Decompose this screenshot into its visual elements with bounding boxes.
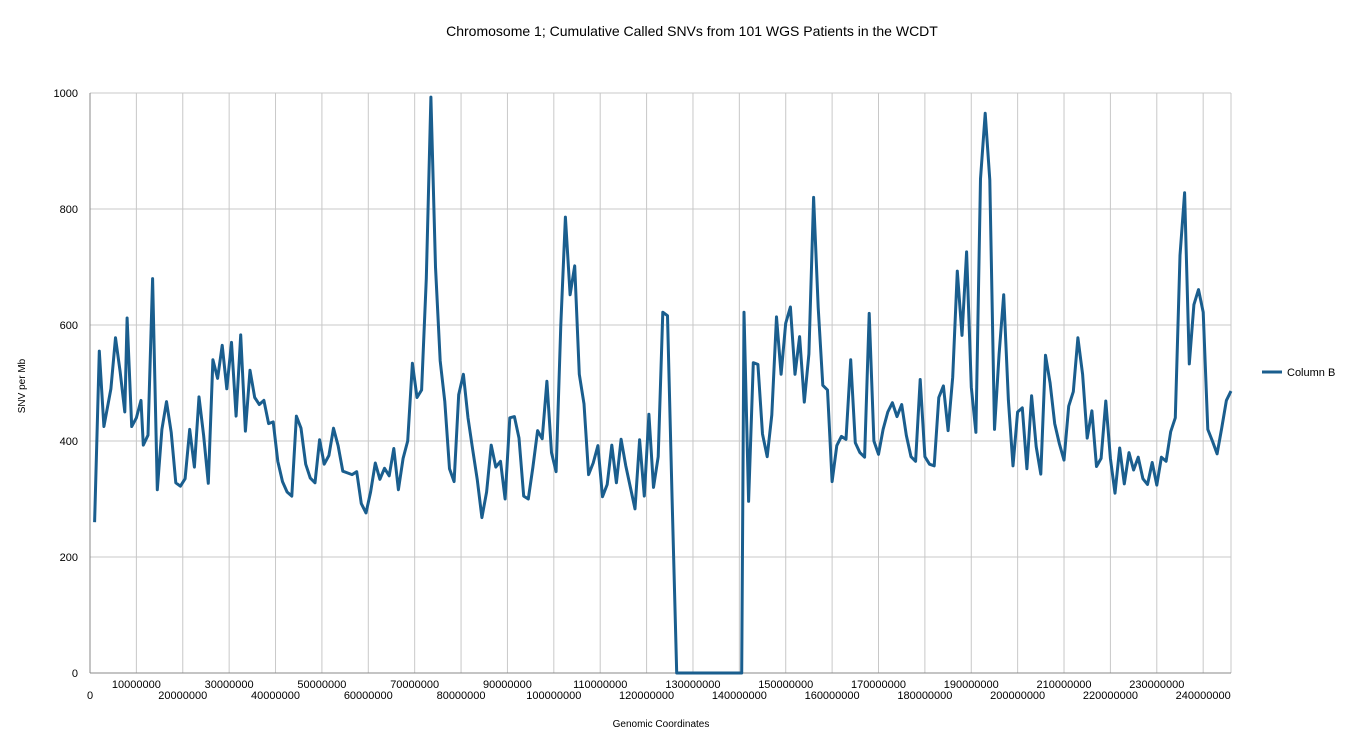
legend: Column B: [1262, 367, 1335, 379]
y-tick-label: 400: [60, 436, 78, 448]
x-tick-label: 190000000: [944, 679, 999, 691]
x-tick-label: 240000000: [1176, 690, 1231, 702]
x-tick-label: 150000000: [758, 679, 813, 691]
x-tick-label: 0: [87, 690, 93, 702]
x-tick-label: 220000000: [1083, 690, 1138, 702]
x-axis-ticks: 0 100000002000000030000000400000005000000…: [87, 679, 1231, 702]
x-tick-label: 10000000: [112, 679, 161, 691]
x-tick-label: 110000000: [573, 679, 627, 691]
series-layer: [93, 95, 1233, 675]
y-axis-title: SNV per Mb: [17, 358, 28, 413]
x-tick-label: 160000000: [805, 690, 860, 702]
x-axis-title: Genomic Coordinates: [613, 719, 710, 730]
legend-label-column-b: Column B: [1287, 367, 1335, 379]
x-tick-label: 50000000: [297, 679, 346, 691]
x-tick-label: 140000000: [712, 690, 767, 702]
x-tick-label: 20000000: [158, 690, 207, 702]
x-tick-label: 130000000: [665, 679, 720, 691]
series-line-column-b: [93, 95, 1233, 675]
chart-title: Chromosome 1; Cumulative Called SNVs fro…: [446, 23, 938, 39]
y-tick-label: 200: [60, 552, 78, 564]
x-tick-label: 30000000: [205, 679, 254, 691]
y-tick-label: 1000: [54, 88, 78, 100]
x-tick-label: 230000000: [1129, 679, 1184, 691]
x-tick-label: 40000000: [251, 690, 300, 702]
y-axis-ticks: 0 200 400 600 800 1000: [54, 88, 78, 680]
x-tick-label: 70000000: [390, 679, 439, 691]
y-tick-label: 800: [60, 204, 78, 216]
x-tick-label: 80000000: [437, 690, 486, 702]
x-tick-label: 60000000: [344, 690, 393, 702]
plot-axes: [89, 93, 1231, 674]
y-tick-label: 600: [60, 320, 78, 332]
x-tick-label: 90000000: [483, 679, 532, 691]
x-tick-label: 200000000: [990, 690, 1045, 702]
x-tick-label: 180000000: [897, 690, 952, 702]
y-tick-label: 0: [72, 668, 78, 680]
x-tick-label: 120000000: [619, 690, 674, 702]
x-tick-label: 100000000: [526, 690, 581, 702]
x-tick-label: 210000000: [1036, 679, 1091, 691]
x-tick-label: 170000000: [851, 679, 906, 691]
